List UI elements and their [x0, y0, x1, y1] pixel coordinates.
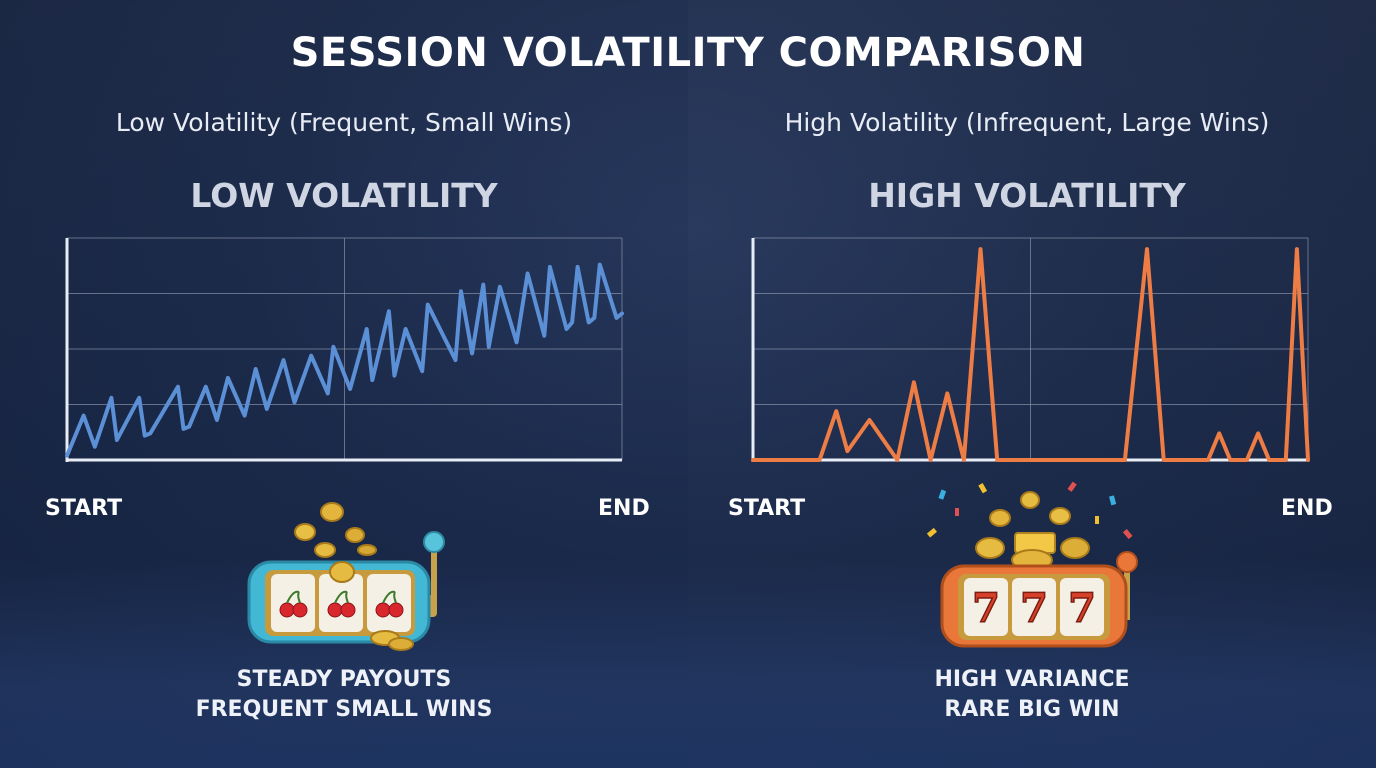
high-caption-line-1: HIGH VARIANCE: [934, 667, 1130, 692]
page-title: SESSION VOLATILITY COMPARISON: [290, 30, 1086, 76]
series-line-0: [751, 247, 1310, 462]
low-volatility-chart: [65, 237, 624, 462]
low-caption-line-1: STEADY PAYOUTS: [236, 667, 452, 692]
low-volatility-caption: STEADY PAYOUTS FREQUENT SMALL WINS: [0, 665, 688, 725]
low-chart-start-label: START: [45, 496, 123, 521]
777-slot-machine-icon: 7 7 7: [926, 481, 1138, 648]
high-volatility-caption: HIGH VARIANCE RARE BIG WIN: [688, 665, 1376, 725]
low-caption-line-2: FREQUENT SMALL WINS: [195, 697, 493, 722]
low-volatility-heading: LOW VOLATILITY: [190, 176, 498, 215]
reel-seven-3: 7: [1068, 585, 1096, 632]
high-chart-end-label: END: [1281, 496, 1333, 521]
high-volatility-chart: [751, 237, 1310, 462]
floor-glow: [0, 560, 1376, 768]
reel-seven-2: 7: [1020, 585, 1048, 632]
low-chart-end-label: END: [598, 496, 650, 521]
high-caption-line-2: RARE BIG WIN: [944, 697, 1120, 722]
reel-seven-1: 7: [972, 585, 1000, 632]
high-volatility-subtitle: High Volatility (Infrequent, Large Wins): [784, 108, 1270, 137]
series-line-0: [65, 262, 624, 458]
high-chart-start-label: START: [728, 496, 806, 521]
high-volatility-heading: HIGH VOLATILITY: [868, 176, 1186, 215]
cherry-slot-machine-icon: [247, 502, 445, 651]
low-volatility-subtitle: Low Volatility (Frequent, Small Wins): [115, 108, 573, 137]
